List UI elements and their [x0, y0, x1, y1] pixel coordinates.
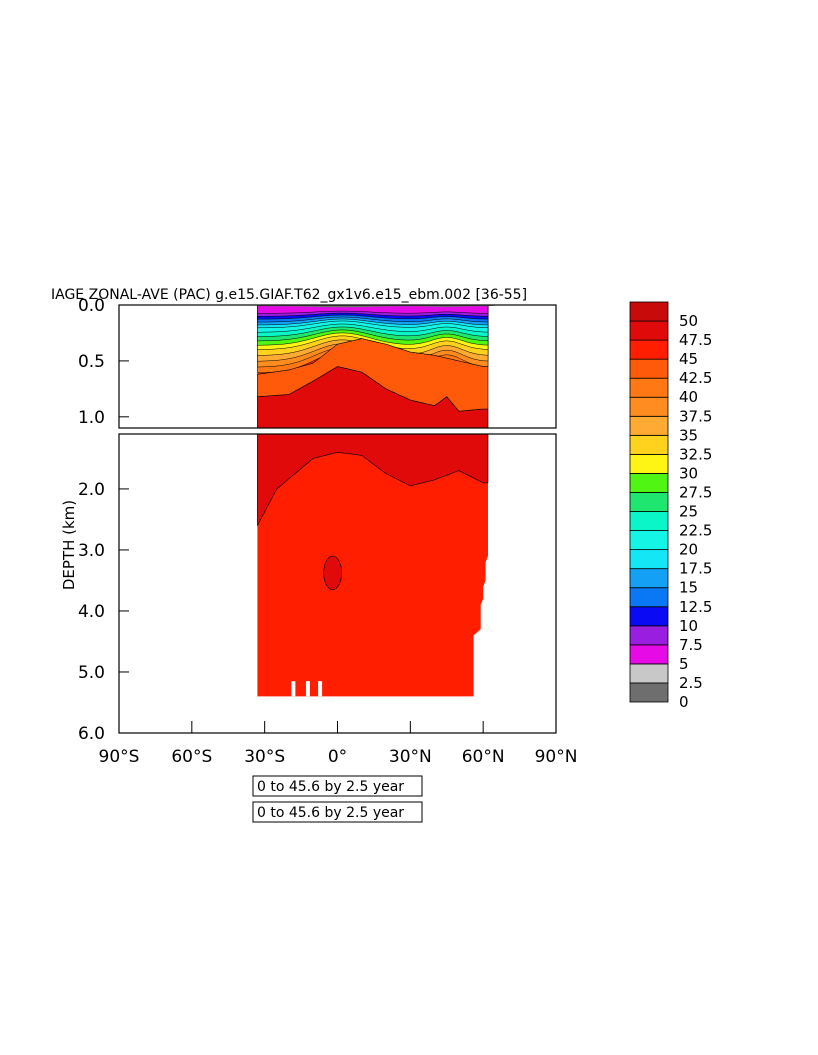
y-tick-label: 3.0	[78, 541, 105, 561]
colorbar-label: 47.5	[679, 331, 712, 349]
colorbar-label: 7.5	[679, 636, 703, 654]
y-tick-label: 5.0	[78, 663, 105, 683]
colorbar-swatch	[629, 339, 669, 360]
lower-band-45	[257, 433, 489, 526]
colorbar-label: 20	[679, 541, 698, 559]
colorbar-swatch	[629, 568, 669, 589]
x-tick-label: 30°S	[244, 747, 285, 767]
colorbar-swatch	[629, 415, 669, 436]
colorbar-swatch	[629, 377, 669, 398]
note-label-1: 0 to 45.6 by 2.5 year	[257, 779, 404, 795]
colorbar-swatch	[629, 492, 669, 512]
upper-panel	[118, 304, 557, 429]
y-tick-label: 0.5	[78, 352, 105, 372]
colorbar-swatch	[629, 434, 669, 455]
upper-band-0	[257, 304, 489, 314]
bottom-gap-2	[318, 681, 323, 697]
colorbar-label: 45	[679, 350, 698, 368]
colorbar-label: 0	[679, 693, 689, 711]
x-tick-label: 0°	[328, 747, 347, 767]
colorbar-swatch	[629, 358, 669, 379]
colorbar-label: 22.5	[679, 522, 712, 540]
y-axis-label: DEPTH (km)	[60, 500, 78, 590]
colorbar-label: 32.5	[679, 445, 712, 463]
colorbar-swatch	[629, 301, 669, 322]
x-tick-label: 90°S	[99, 747, 140, 767]
colorbar-swatch	[629, 587, 669, 608]
axes: 90°S 60°S 30°S 0° 30°N 60°N 90°N 0.0 0.5 1.0 2.0 3.…	[78, 296, 577, 767]
colorbar-label: 30	[679, 464, 698, 482]
note-box-1: 0 to 45.6 by 2.5 year	[252, 775, 423, 797]
x-tick-label: 60°S	[171, 747, 212, 767]
lower-region-fill	[257, 434, 489, 697]
deep-blob	[323, 555, 342, 590]
colorbar-swatch	[629, 606, 669, 627]
colorbar-label: 17.5	[679, 560, 712, 578]
chart-title: IAGE ZONAL-AVE (PAC) g.e15.GIAF.T62_gx1v…	[51, 287, 527, 303]
colorbar-label: 42.5	[679, 369, 712, 387]
colorbar-swatch	[629, 396, 669, 417]
colorbar-swatch	[629, 682, 669, 703]
colorbar-swatch	[629, 453, 669, 474]
colorbar-label: 37.5	[679, 407, 712, 425]
y-tick-label: 0.0	[78, 296, 105, 316]
colorbar-swatch	[629, 511, 669, 531]
x-tick-label: 30°N	[389, 747, 432, 767]
note-box-2: 0 to 45.6 by 2.5 year	[252, 801, 423, 823]
bottom-gap-1	[305, 681, 310, 697]
x-tick-label: 60°N	[462, 747, 505, 767]
y-tick-label: 6.0	[78, 724, 105, 744]
y-tick-label: 1.0	[78, 408, 105, 428]
colorbar-label: 15	[679, 579, 698, 597]
bottom-gap-0	[291, 681, 296, 697]
colorbar-label: 25	[679, 503, 698, 521]
colorbar-label: 50	[679, 312, 698, 330]
colorbar-swatch	[629, 625, 669, 646]
colorbar-swatch	[629, 663, 669, 684]
colorbar-swatch	[629, 530, 669, 551]
colorbar-label: 2.5	[679, 674, 703, 692]
y-tick-label: 2.0	[78, 480, 105, 500]
colorbar-swatch	[629, 644, 669, 665]
colorbar-label: 10	[679, 617, 698, 635]
colorbar-swatch	[629, 473, 669, 493]
colorbar-label: 12.5	[679, 598, 712, 616]
colorbar-swatch	[629, 549, 669, 570]
colorbar-swatch	[629, 320, 669, 341]
upper-panel-frame	[118, 304, 557, 429]
y-tick-label: 4.0	[78, 602, 105, 622]
note-label-2: 0 to 45.6 by 2.5 year	[257, 805, 404, 821]
lower-panel	[118, 433, 557, 734]
colorbar-label: 5	[679, 655, 689, 673]
colorbar-label: 27.5	[679, 483, 712, 501]
colorbar-label: 40	[679, 388, 698, 406]
colorbar-label: 35	[679, 426, 698, 444]
x-tick-label: 90°N	[535, 747, 578, 767]
